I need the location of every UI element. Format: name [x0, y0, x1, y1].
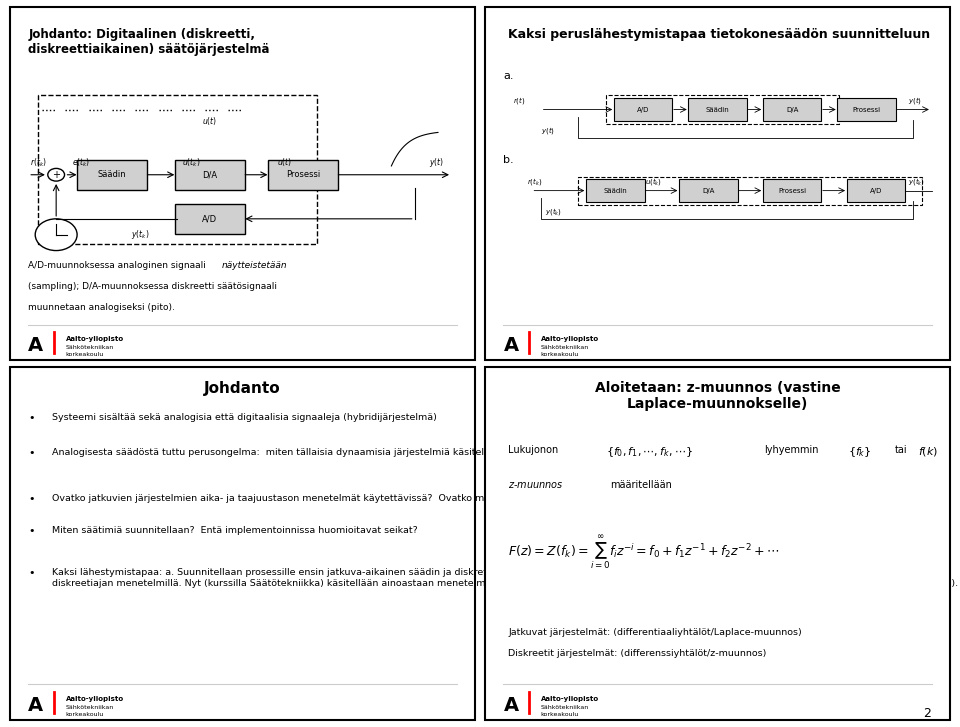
Bar	[578, 177, 923, 205]
FancyBboxPatch shape	[268, 160, 338, 190]
Text: 2: 2	[924, 707, 931, 720]
Text: •: •	[28, 568, 35, 578]
Text: b.: b.	[503, 156, 514, 165]
Text: Säädin: Säädin	[603, 188, 627, 193]
Text: Analogisesta säädöstä tuttu perusongelma:  miten tällaisia dynaamisia järjestelm: Analogisesta säädöstä tuttu perusongelma…	[52, 449, 576, 457]
Text: A: A	[28, 337, 43, 356]
Text: Johdanto: Digitaalinen (diskreetti,
diskreettiaikainen) säätöjärjestelmä: Johdanto: Digitaalinen (diskreetti, disk…	[28, 28, 270, 57]
FancyBboxPatch shape	[613, 98, 672, 121]
Text: $u(t_k)$: $u(t_k)$	[181, 157, 201, 169]
Text: D/A: D/A	[203, 170, 217, 180]
Text: +: +	[52, 169, 60, 180]
Bar	[37, 95, 317, 244]
Text: Säädin: Säädin	[706, 107, 730, 113]
FancyBboxPatch shape	[175, 160, 245, 190]
Text: •: •	[28, 413, 35, 423]
Text: $\{f_k\}$: $\{f_k\}$	[848, 445, 872, 459]
Text: Lukujonon: Lukujonon	[508, 445, 559, 454]
Text: $y(t_k)$: $y(t_k)$	[545, 206, 563, 217]
Text: Säädin: Säädin	[98, 170, 127, 180]
FancyBboxPatch shape	[763, 179, 822, 202]
Text: Prosessi: Prosessi	[852, 107, 880, 113]
Text: $u(t_k)$: $u(t_k)$	[645, 176, 662, 187]
Text: Jatkuvat järjestelmät: (differentiaaliyhtälöt/Laplace-muunnos): Jatkuvat järjestelmät: (differentiaaliyh…	[508, 628, 802, 637]
FancyBboxPatch shape	[679, 179, 737, 202]
FancyBboxPatch shape	[10, 7, 475, 360]
Text: Kaksi lähestymistapaa: a. Suunnitellaan prosessille ensin jatkuva-aikainen säädi: Kaksi lähestymistapaa: a. Suunnitellaan …	[52, 568, 958, 587]
Text: •: •	[28, 449, 35, 458]
Text: korkeakoulu: korkeakoulu	[65, 352, 104, 357]
FancyBboxPatch shape	[586, 179, 644, 202]
Circle shape	[48, 169, 64, 181]
Text: Prosessi: Prosessi	[778, 188, 806, 193]
Text: $e(t_k)$: $e(t_k)$	[72, 157, 91, 169]
Text: $f(k)$: $f(k)$	[918, 445, 938, 458]
FancyBboxPatch shape	[485, 7, 950, 360]
Text: $y(t)$: $y(t)$	[540, 125, 555, 136]
Text: Aalto-yliopisto: Aalto-yliopisto	[65, 336, 124, 342]
Text: $z$-$muunnos$: $z$-$muunnos$	[508, 480, 564, 490]
Text: $y(t)$: $y(t)$	[908, 95, 923, 106]
Text: Sähkötekniikan: Sähkötekniikan	[540, 705, 588, 710]
Text: $r(t_k)$: $r(t_k)$	[30, 157, 47, 169]
Circle shape	[36, 219, 77, 251]
Text: A/D: A/D	[636, 107, 649, 113]
Text: •: •	[28, 494, 35, 504]
Text: A: A	[503, 337, 518, 356]
Text: A/D-muunnoksessa analoginen signaali: A/D-muunnoksessa analoginen signaali	[28, 261, 209, 270]
Text: Systeemi sisältää sekä analogisia että digitaalisia signaaleja (hybridijärjestel: Systeemi sisältää sekä analogisia että d…	[52, 413, 437, 422]
Text: tai: tai	[895, 445, 907, 454]
Text: Aalto-yliopisto: Aalto-yliopisto	[65, 696, 124, 702]
Text: $\{f_0, f_1, \cdots, f_k, \cdots\}$: $\{f_0, f_1, \cdots, f_k, \cdots\}$	[606, 445, 693, 459]
Text: A/D: A/D	[203, 214, 217, 223]
FancyBboxPatch shape	[763, 98, 822, 121]
Text: $r(t)$: $r(t)$	[513, 95, 525, 106]
Text: korkeakoulu: korkeakoulu	[65, 712, 104, 717]
FancyBboxPatch shape	[847, 179, 905, 202]
Text: Diskreetit järjestelmät: (differenssiyhtälöt/z-muunnos): Diskreetit järjestelmät: (differenssiyht…	[508, 649, 766, 658]
FancyBboxPatch shape	[837, 98, 896, 121]
Text: A/D: A/D	[870, 188, 882, 193]
FancyBboxPatch shape	[485, 367, 950, 720]
FancyBboxPatch shape	[10, 367, 475, 720]
Text: korkeakoulu: korkeakoulu	[540, 352, 579, 357]
Text: Johdanto: Johdanto	[204, 381, 280, 396]
Text: Aalto-yliopisto: Aalto-yliopisto	[540, 336, 599, 342]
Text: $y(t_k)$: $y(t_k)$	[131, 228, 149, 241]
Text: Aloitetaan: z-muunnos (vastine
Laplace-muunnokselle): Aloitetaan: z-muunnos (vastine Laplace-m…	[595, 381, 840, 411]
Text: Sähkötekniikan: Sähkötekniikan	[540, 345, 588, 350]
Text: $F(z) = Z(f_k) = \sum_{i=0}^{\infty} f_i z^{-i} = f_0 + f_1 z^{-1} + f_2 z^{-2} : $F(z) = Z(f_k) = \sum_{i=0}^{\infty} f_i…	[508, 533, 780, 571]
Text: näytteistetään: näytteistetään	[222, 261, 287, 270]
Text: Aalto-yliopisto: Aalto-yliopisto	[540, 696, 599, 702]
Text: Prosessi: Prosessi	[286, 170, 320, 180]
Text: A: A	[28, 696, 43, 715]
Text: Kaksi peruslähestymistapaa tietokonesäädön suunnitteluun: Kaksi peruslähestymistapaa tietokonesääd…	[508, 28, 930, 41]
Text: A: A	[503, 696, 518, 715]
FancyBboxPatch shape	[77, 160, 147, 190]
FancyBboxPatch shape	[688, 98, 747, 121]
Text: (sampling); D/A-muunnoksessa diskreetti säätösignaali: (sampling); D/A-muunnoksessa diskreetti …	[28, 282, 277, 292]
Text: korkeakoulu: korkeakoulu	[540, 712, 579, 717]
Text: $u(t)$: $u(t)$	[277, 156, 293, 168]
Text: a.: a.	[503, 71, 514, 81]
Text: muunnetaan analogiseksi (pito).: muunnetaan analogiseksi (pito).	[28, 303, 175, 313]
Text: $r(t_k)$: $r(t_k)$	[527, 176, 542, 187]
Text: D/A: D/A	[702, 188, 714, 193]
Text: D/A: D/A	[786, 107, 799, 113]
Text: Sähkötekniikan: Sähkötekniikan	[65, 705, 113, 710]
Text: lyhyemmin: lyhyemmin	[764, 445, 819, 454]
Bar	[606, 95, 839, 124]
Bar	[28, 85, 457, 254]
Text: Ovatko jatkuvien järjestelmien aika- ja taajuustason menetelmät käytettävissä?  : Ovatko jatkuvien järjestelmien aika- ja …	[52, 494, 551, 503]
Text: •: •	[28, 526, 35, 536]
FancyBboxPatch shape	[175, 204, 245, 234]
Text: määritellään: määritellään	[611, 480, 672, 490]
Text: Miten säätimiä suunnitellaan?  Entä implementoinnissa huomioitavat seikat?: Miten säätimiä suunnitellaan? Entä imple…	[52, 526, 418, 535]
Text: Sähkötekniikan: Sähkötekniikan	[65, 345, 113, 350]
Text: $y(t_k)$: $y(t_k)$	[908, 176, 925, 187]
Text: $y(t)$: $y(t)$	[428, 156, 444, 169]
Text: $u(t)$: $u(t)$	[203, 115, 217, 127]
